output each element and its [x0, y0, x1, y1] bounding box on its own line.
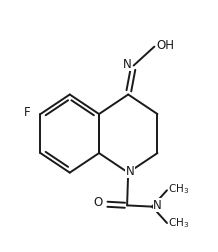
Text: CH$_3$: CH$_3$	[168, 182, 189, 196]
Text: O: O	[94, 196, 103, 209]
Text: N: N	[153, 199, 162, 212]
Text: N: N	[123, 58, 132, 71]
Text: N: N	[126, 165, 135, 178]
Text: OH: OH	[156, 39, 174, 52]
Text: F: F	[24, 106, 31, 119]
Text: CH$_3$: CH$_3$	[168, 217, 189, 230]
